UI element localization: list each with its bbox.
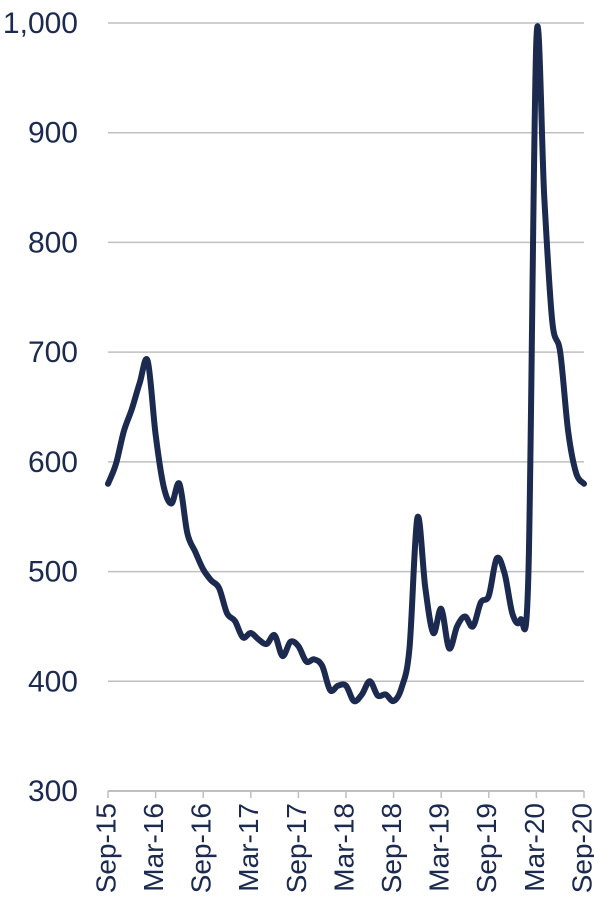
x-tick-label: Mar-16 (138, 803, 169, 892)
x-tick-label: Sep-16 (186, 803, 217, 893)
data-point (137, 380, 143, 386)
data-point (533, 36, 539, 42)
data-point (510, 611, 516, 617)
data-point (391, 698, 397, 704)
data-point (303, 659, 309, 665)
data-point (351, 698, 357, 704)
data-point (581, 481, 587, 487)
data-point (478, 599, 484, 605)
y-tick-label: 400 (28, 665, 78, 698)
data-point (367, 678, 373, 684)
data-point (438, 606, 444, 612)
data-point (494, 555, 500, 561)
y-tick-label: 600 (28, 446, 78, 479)
gridlines (108, 22, 584, 792)
data-point (359, 691, 365, 697)
data-point (422, 585, 428, 591)
y-tick-label: 900 (28, 117, 78, 150)
data-point (327, 687, 333, 693)
data-point (565, 428, 571, 434)
data-point (446, 645, 452, 651)
data-point (272, 632, 278, 638)
data-point (430, 630, 436, 636)
data-point (414, 515, 420, 521)
y-tick-label: 700 (28, 336, 78, 369)
data-point (121, 428, 127, 434)
data-point (113, 461, 119, 467)
data-point (208, 577, 214, 583)
x-tick-label: Sep-20 (566, 803, 594, 893)
data-point (184, 530, 190, 536)
x-tick-label: Sep-15 (90, 803, 121, 893)
data-point (176, 481, 182, 487)
data-point (573, 470, 579, 476)
data-point (216, 585, 222, 591)
data-point (319, 663, 325, 669)
data-points (105, 36, 587, 704)
y-tick-label: 300 (28, 775, 78, 808)
x-tick-label: Sep-19 (471, 803, 502, 893)
data-point (549, 318, 555, 324)
data-point (105, 481, 111, 487)
data-point (541, 196, 547, 202)
data-point (383, 691, 389, 697)
series-line (105, 23, 587, 705)
data-point (248, 630, 254, 636)
data-point (343, 683, 349, 689)
data-point (192, 549, 198, 555)
data-point (311, 656, 317, 662)
x-tick-label: Mar-20 (519, 803, 550, 892)
data-point (168, 501, 174, 507)
data-point (454, 623, 460, 629)
data-point (264, 641, 270, 647)
data-point (406, 645, 412, 651)
data-point (486, 593, 492, 599)
data-point (470, 623, 476, 629)
x-tick-label: Sep-17 (281, 803, 312, 893)
data-point (525, 569, 531, 575)
data-point (295, 643, 301, 649)
data-point (153, 431, 159, 437)
data-point (287, 639, 293, 645)
data-point (399, 685, 405, 691)
data-point (280, 653, 286, 659)
data-point (240, 634, 246, 640)
x-tick-label: Mar-19 (424, 803, 455, 892)
data-point (335, 683, 341, 689)
y-tick-label: 800 (28, 226, 78, 259)
data-point (200, 566, 206, 572)
data-point (256, 637, 262, 643)
data-point (145, 358, 151, 364)
data-point (557, 349, 563, 355)
data-point (502, 571, 508, 577)
data-point (375, 693, 381, 699)
x-tick-label: Mar-17 (233, 803, 264, 892)
y-tick-label: 500 (28, 556, 78, 589)
data-point (232, 618, 238, 624)
y-tick-label: 1,000 (3, 7, 78, 40)
data-point (518, 617, 524, 623)
x-tick-label: Sep-18 (376, 803, 407, 893)
data-point (462, 614, 468, 620)
data-point (224, 610, 230, 616)
data-point (129, 406, 135, 412)
data-point (161, 483, 167, 489)
x-tick-label: Mar-18 (328, 803, 359, 892)
